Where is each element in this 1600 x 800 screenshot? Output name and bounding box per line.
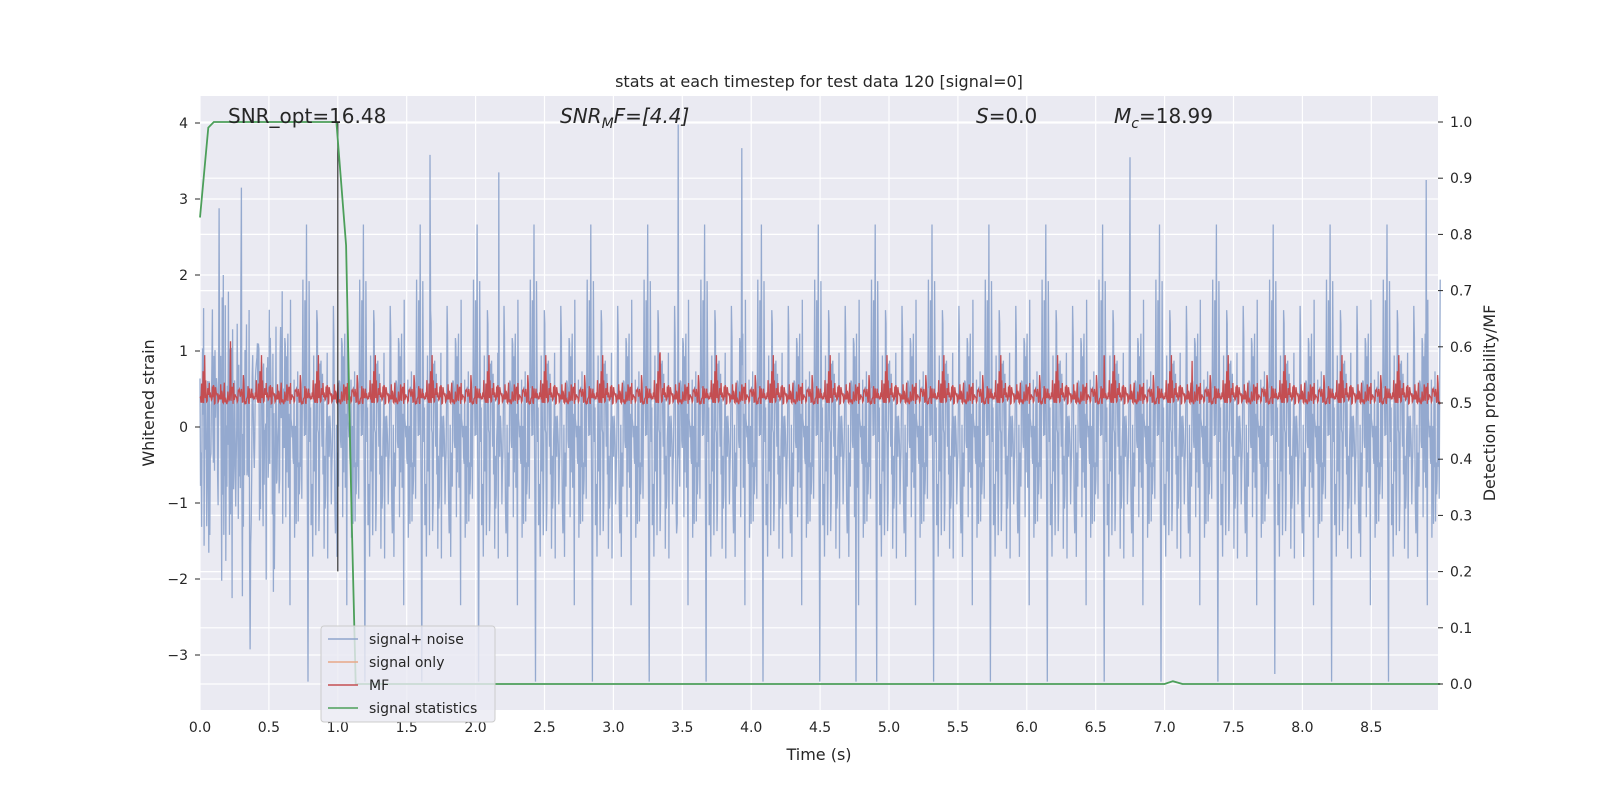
legend-label-mf: MF <box>369 678 389 694</box>
x-tick-label: 0.0 <box>189 720 211 736</box>
x-tick-label: 6.0 <box>1016 720 1038 736</box>
annotation-snr-mf-rest: F=[4.4] <box>614 104 690 128</box>
y-tick-label: 0 <box>179 420 188 436</box>
y-axis-label: Whitened strain <box>139 339 158 466</box>
y-tick-label: −2 <box>167 572 188 588</box>
y-tick-label: 2 <box>179 268 188 284</box>
annotation-s-base: S <box>976 104 989 128</box>
x-tick-label: 3.5 <box>671 720 693 736</box>
y2-tick-label: 0.5 <box>1450 396 1472 412</box>
x-tick-label: 1.5 <box>396 720 418 736</box>
signal-plus-noise-line <box>199 124 1441 682</box>
y2-tick-label: 0.7 <box>1450 284 1472 300</box>
mf-series <box>199 341 1441 406</box>
annotation-mc-base: M <box>1114 104 1131 128</box>
legend-label-signal-statistics: signal statistics <box>369 701 477 717</box>
y2-tick-label: 0.6 <box>1450 340 1472 356</box>
y2-tick-label: 0.0 <box>1450 677 1472 693</box>
y2-tick-label: 1.0 <box>1450 115 1472 131</box>
annotation-snr-opt: SNR_opt=16.48 <box>228 104 386 128</box>
y-tick-label: −3 <box>167 648 188 664</box>
x-axis-label: Time (s) <box>785 745 851 764</box>
legend: signal+ noise signal only MF signal stat… <box>320 625 496 723</box>
annotation-mc-sub: c <box>1131 116 1139 132</box>
signal-plus-noise-series <box>199 124 1441 682</box>
y-tick-label: −1 <box>167 496 188 512</box>
y2-tick-label: 0.2 <box>1450 565 1472 581</box>
annotation-snr-mf-base: SNR <box>560 104 602 128</box>
x-axis-ticks: 0.0 0.5 1.0 1.5 2.0 2.5 3.0 3.5 4.0 4.5 5.0 5.5 6.0 6… <box>189 720 1383 736</box>
x-tick-label: 7.5 <box>1222 720 1244 736</box>
y2-tick-label: 0.4 <box>1450 452 1472 468</box>
x-tick-label: 8.5 <box>1360 720 1382 736</box>
x-tick-label: 5.5 <box>947 720 969 736</box>
y-tick-label: 1 <box>179 344 188 360</box>
x-tick-label: 0.5 <box>258 720 280 736</box>
legend-label-signal-noise: signal+ noise <box>369 632 464 648</box>
y2-axis-ticks: 0.0 0.1 0.2 0.3 0.4 0.5 0.6 0.7 0.8 0.9 1.0 <box>1438 115 1472 693</box>
y-axis-ticks: −3 −2 −1 0 1 2 3 4 <box>167 116 200 664</box>
y2-tick-label: 0.3 <box>1450 508 1472 524</box>
x-tick-label: 8.0 <box>1291 720 1313 736</box>
x-tick-label: 6.5 <box>1085 720 1107 736</box>
chart-title: stats at each timestep for test data 120… <box>615 72 1023 91</box>
annotation-snr-mf: SNRMF=[4.4] <box>560 104 689 132</box>
x-tick-label: 5.0 <box>878 720 900 736</box>
y-tick-label: 3 <box>179 192 188 208</box>
annotation-s: S=0.0 <box>976 104 1037 128</box>
x-tick-label: 2.5 <box>533 720 555 736</box>
y2-tick-label: 0.9 <box>1450 171 1472 187</box>
legend-label-signal-only: signal only <box>369 655 444 671</box>
x-tick-label: 2.0 <box>464 720 486 736</box>
x-tick-label: 3.0 <box>602 720 624 736</box>
y2-tick-label: 0.8 <box>1450 227 1472 243</box>
x-tick-label: 4.5 <box>809 720 831 736</box>
x-tick-label: 4.0 <box>740 720 762 736</box>
annotation-mc-rest: =18.99 <box>1139 104 1213 128</box>
annotation-mc: Mc=18.99 <box>1114 104 1213 132</box>
y-tick-label: 4 <box>179 116 188 132</box>
annotation-snr-mf-sub: M <box>602 116 614 132</box>
legend-box <box>320 625 496 723</box>
x-tick-label: 7.0 <box>1153 720 1175 736</box>
y2-axis-label: Detection probability/MF <box>1480 305 1499 502</box>
y2-tick-label: 0.1 <box>1450 621 1472 637</box>
annotation-s-rest: =0.0 <box>989 104 1038 128</box>
x-tick-label: 1.0 <box>327 720 349 736</box>
mf-line <box>199 341 1441 406</box>
